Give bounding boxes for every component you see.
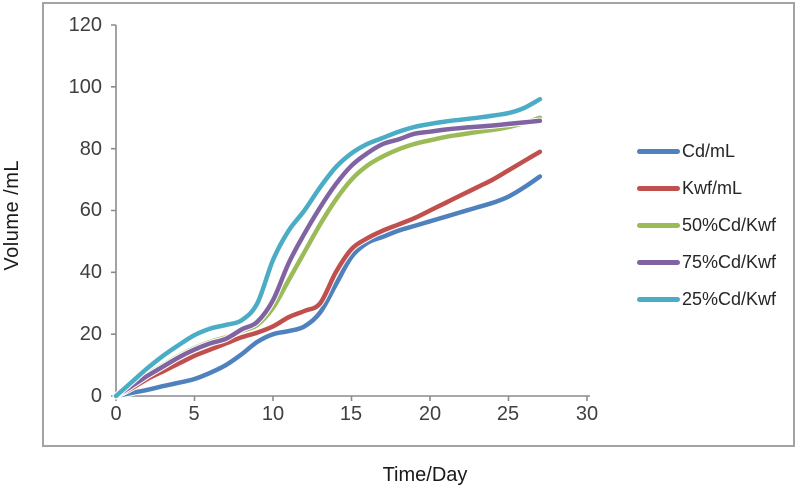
- legend-line-swatch: [637, 260, 680, 265]
- y-axis-title: Volume /mL: [1, 160, 23, 271]
- y-tick-label: 60: [79, 199, 102, 221]
- legend-line-swatch: [637, 223, 680, 228]
- legend-label: 75%Cd/Kwf: [682, 252, 777, 272]
- legend-label: Kwf/mL: [682, 178, 743, 198]
- y-tick-label: 40: [79, 261, 102, 283]
- x-tick-label: 25: [496, 403, 520, 425]
- legend-item-75cd-kwf: 75%Cd/Kwf: [637, 244, 776, 281]
- x-tick-label: 0: [110, 403, 122, 425]
- legend-item-kwf: Kwf/mL: [637, 170, 776, 207]
- x-tick-label: 30: [575, 403, 599, 425]
- legend-line-swatch: [637, 149, 680, 154]
- legend-label: 25%Cd/Kwf: [682, 289, 777, 309]
- legend-item-cd: Cd/mL: [637, 133, 776, 170]
- x-tick-label: 20: [418, 403, 442, 425]
- x-axis-title: Time/Day: [382, 464, 468, 486]
- legend-item-25cd-kwf: 25%Cd/Kwf: [637, 281, 776, 318]
- legend-line-swatch: [637, 186, 680, 191]
- x-tick-label: 5: [188, 403, 200, 425]
- x-tick-label: 10: [261, 403, 285, 425]
- y-tick-label: 80: [79, 138, 102, 160]
- y-tick-label: 120: [68, 14, 102, 36]
- y-tick-label: 0: [90, 385, 102, 407]
- legend-line-swatch: [637, 297, 680, 302]
- legend-item-50cd-kwf: 50%Cd/Kwf: [637, 207, 776, 244]
- y-tick-label: 20: [79, 323, 102, 345]
- legend: Cd/mL Kwf/mL 50%Cd/Kwf 75%Cd/Kwf 25%Cd/K…: [637, 133, 776, 318]
- legend-label: Cd/mL: [682, 141, 736, 161]
- x-tick-label: 15: [339, 403, 363, 425]
- legend-label: 50%Cd/Kwf: [682, 215, 777, 235]
- y-tick-label: 100: [68, 76, 102, 98]
